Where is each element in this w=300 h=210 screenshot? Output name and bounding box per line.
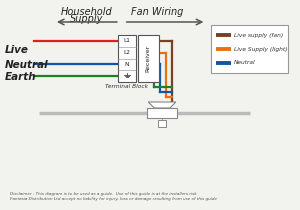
Text: Terminal Block: Terminal Block	[105, 84, 148, 89]
Bar	[118, 35, 136, 82]
Text: Fan Wiring: Fan Wiring	[131, 7, 183, 17]
Bar	[137, 35, 159, 82]
Text: Live supply (fan): Live supply (fan)	[234, 33, 283, 38]
Bar	[158, 120, 166, 127]
Text: Earth: Earth	[5, 72, 37, 82]
Bar	[147, 108, 177, 118]
Text: Receiver: Receiver	[146, 45, 151, 72]
Text: L1: L1	[123, 38, 130, 43]
Text: Neutral: Neutral	[5, 60, 49, 70]
Text: Neutral: Neutral	[234, 60, 255, 66]
Polygon shape	[148, 102, 176, 108]
Text: Live Supply (light): Live Supply (light)	[234, 46, 287, 51]
Text: Household: Household	[61, 7, 112, 17]
Text: Disclaimer - This diagram is to be used as a guide.  Use of this guide is at the: Disclaimer - This diagram is to be used …	[10, 192, 217, 201]
Text: N: N	[124, 62, 129, 67]
Text: Supply: Supply	[70, 14, 103, 24]
Bar	[211, 25, 288, 73]
Text: Live: Live	[5, 45, 29, 55]
Text: L2: L2	[123, 50, 130, 55]
